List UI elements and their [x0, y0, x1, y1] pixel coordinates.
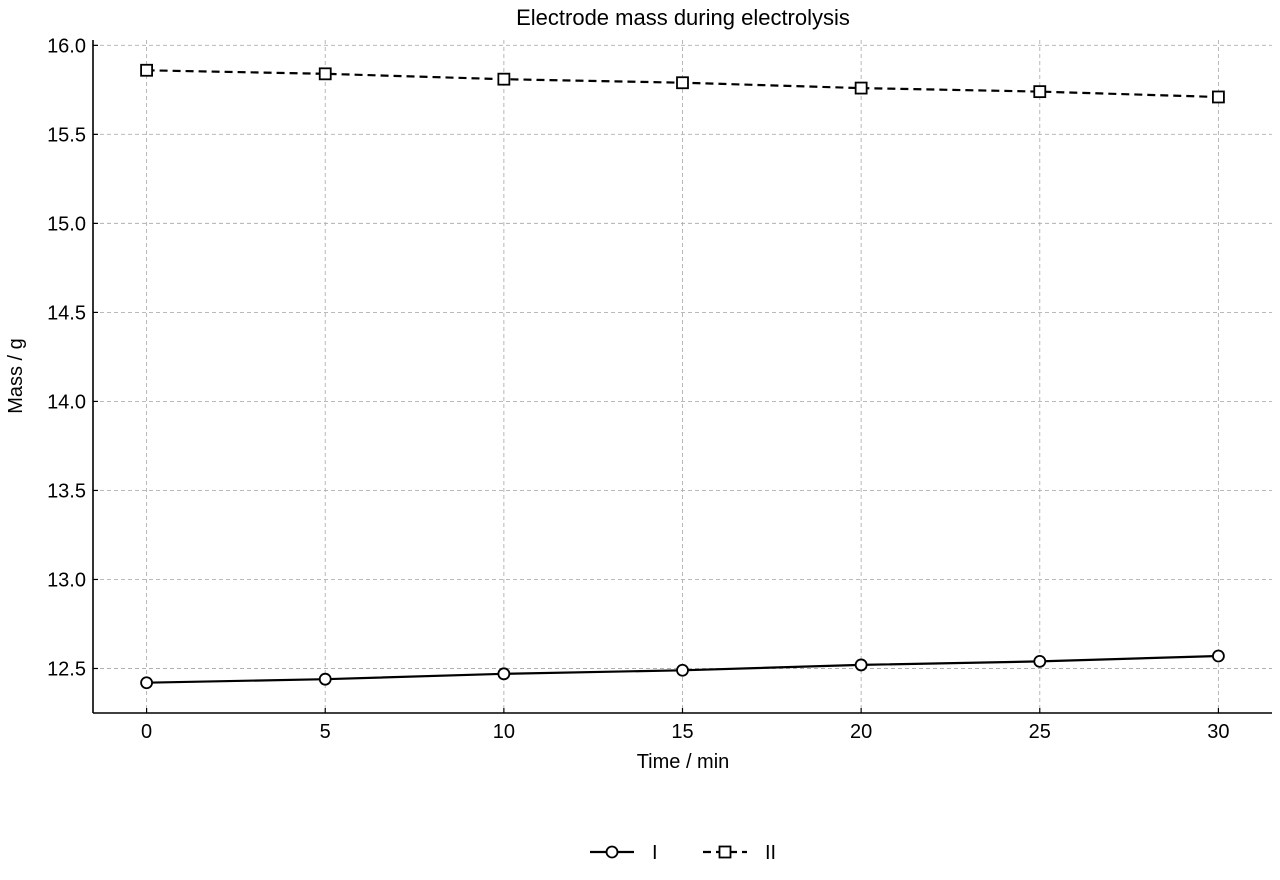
y-tick-label: 15.0 — [47, 213, 86, 235]
data-point-I — [140, 676, 153, 690]
data-point-I — [1033, 654, 1047, 668]
y-axis-label: Mass / g — [5, 338, 27, 414]
y-tick-label: 12.5 — [47, 658, 86, 680]
y-tick-label: 15.5 — [47, 124, 86, 146]
x-axis-label: Time / min — [637, 751, 730, 773]
legend: I II — [590, 842, 776, 864]
data-point-II — [854, 81, 868, 95]
data-point-I — [318, 672, 332, 686]
legend-label-II: II — [765, 842, 776, 864]
legend-item-II: II — [703, 842, 776, 864]
x-tick-label: 15 — [671, 721, 693, 743]
legend-marker-square-icon — [718, 845, 732, 859]
data-point-II — [1033, 85, 1047, 99]
data-point-II — [1212, 90, 1225, 104]
x-tick-label: 5 — [320, 721, 331, 743]
grid — [93, 40, 1272, 713]
x-tick-label: 20 — [850, 721, 872, 743]
y-tick-label: 13.0 — [47, 569, 86, 591]
x-tick-label: 30 — [1207, 721, 1229, 743]
x-tick-label: 0 — [141, 721, 152, 743]
data-point-II — [318, 67, 332, 81]
data-point-I — [497, 667, 511, 681]
data-point-II — [497, 72, 511, 86]
data-point-I — [854, 658, 868, 672]
data-point-II — [676, 76, 689, 90]
x-tick-label: 10 — [493, 721, 515, 743]
data-point-I — [1212, 649, 1225, 663]
legend-label-I: I — [652, 842, 658, 864]
ticks: 0 5 10 15 20 25 30 12.5 13.0 13.5 14.0 14.5 15.0 15.5… — [47, 35, 1229, 743]
legend-item-I: I — [590, 842, 658, 864]
data-point-II — [140, 63, 153, 77]
chart-title: Electrode mass during electrolysis — [516, 5, 850, 30]
series — [140, 63, 1225, 690]
y-tick-label: 14.5 — [47, 302, 86, 324]
y-tick-label: 16.0 — [47, 35, 86, 57]
y-tick-label: 13.5 — [47, 480, 86, 502]
y-tick-label: 14.0 — [47, 391, 86, 413]
data-point-I — [676, 663, 689, 677]
legend-marker-circle-icon — [605, 845, 619, 859]
x-tick-label: 25 — [1029, 721, 1051, 743]
